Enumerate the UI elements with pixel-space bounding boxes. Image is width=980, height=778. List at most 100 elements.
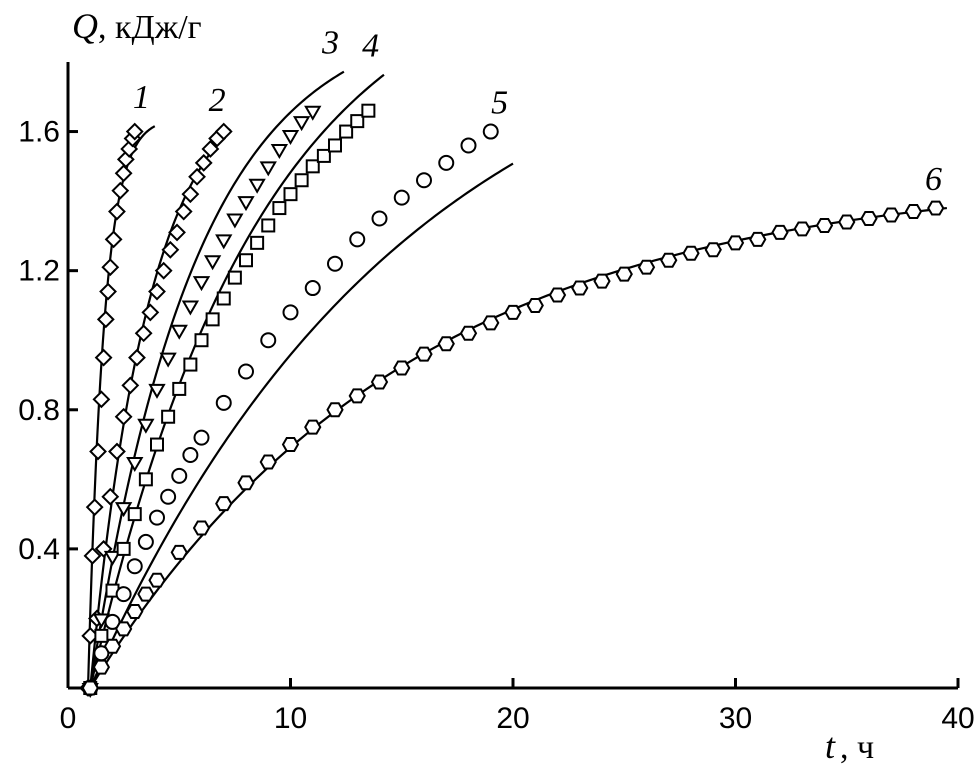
- data-point-hexagon: [726, 235, 745, 251]
- y-tick-label: 0.4: [18, 533, 60, 566]
- data-point-circle: [215, 394, 232, 411]
- series-label-4: 4: [362, 28, 379, 65]
- data-point-triangle-down: [192, 276, 211, 292]
- data-point-circle: [137, 533, 154, 550]
- data-point-diamond: [114, 164, 133, 183]
- data-point-triangle-down: [126, 456, 144, 472]
- series-label-3: 3: [321, 25, 339, 62]
- data-point-diamond: [92, 390, 111, 409]
- data-point-square: [172, 381, 187, 396]
- data-point-diamond: [128, 348, 146, 367]
- y-axis-unit: , кДж/г: [98, 9, 202, 46]
- series-label-1: 1: [133, 79, 150, 116]
- data-point-hexagon: [192, 520, 211, 536]
- data-point-triangle-down: [292, 116, 311, 132]
- data-point-diamond: [83, 546, 102, 565]
- data-point-hexagon: [660, 252, 678, 268]
- data-point-hexagon: [838, 214, 856, 230]
- data-point-diamond: [174, 202, 193, 221]
- data-point-circle: [171, 467, 188, 484]
- data-point-diamond: [101, 258, 120, 277]
- data-point-circle: [393, 189, 410, 206]
- data-point-triangle-down: [181, 300, 200, 316]
- data-point-square: [350, 114, 365, 129]
- data-point-circle: [160, 488, 177, 505]
- data-point-hexagon: [860, 211, 878, 226]
- data-point-hexagon: [571, 280, 589, 296]
- data-point-triangle-down: [114, 502, 133, 518]
- data-point-square: [239, 253, 253, 268]
- data-point-hexagon: [348, 388, 366, 404]
- data-point-hexagon: [393, 360, 411, 376]
- data-point-square: [127, 507, 142, 522]
- data-point-square: [294, 173, 309, 188]
- x-tick-label: 20: [496, 702, 529, 735]
- data-point-diamond: [108, 202, 126, 221]
- data-point-hexagon: [370, 374, 389, 390]
- data-point-circle: [482, 123, 499, 140]
- data-point-hexagon: [459, 325, 478, 341]
- ticks: 0 10 20 30 40 0.4 0.8 1.2 1.6: [18, 116, 974, 735]
- data-point-diamond: [99, 282, 117, 301]
- data-point-diamond: [134, 324, 153, 343]
- data-point-hexagon: [593, 273, 611, 289]
- y-tick-label: 1.6: [18, 116, 60, 149]
- data-point-diamond: [89, 442, 107, 461]
- data-point-square: [316, 148, 331, 163]
- series-label-5: 5: [491, 85, 508, 122]
- fit-curves: [86, 70, 948, 689]
- data-point-circle: [115, 586, 132, 603]
- data-point-circle: [149, 509, 165, 526]
- x-tick-label: 10: [274, 702, 307, 735]
- data-point-diamond: [94, 348, 113, 367]
- data-point-diamond: [121, 376, 140, 395]
- data-point-diamond: [194, 153, 213, 172]
- data-point-circle: [460, 137, 477, 154]
- data-point-diamond: [141, 303, 160, 322]
- data-point-circle: [327, 255, 343, 272]
- data-point-circle: [126, 558, 143, 575]
- data-point-circle: [260, 332, 277, 349]
- data-point-diamond: [181, 185, 200, 204]
- data-point-triangle-down: [248, 178, 266, 194]
- data-point-square: [283, 187, 298, 202]
- data-point-diamond: [85, 498, 104, 517]
- data-point-diamond: [114, 407, 133, 426]
- data-point-square: [361, 103, 376, 118]
- data-point-hexagon: [281, 437, 300, 453]
- x-axis-unit: , ч: [840, 729, 874, 766]
- data-point-triangle-down: [281, 130, 300, 146]
- y-axis-title: Q , кДж/г: [72, 6, 202, 46]
- data-point-circle: [349, 231, 366, 248]
- data-point-diamond: [161, 240, 180, 259]
- data-point-square: [161, 409, 176, 424]
- data-point-diamond: [111, 181, 130, 200]
- data-point-square: [138, 472, 153, 487]
- axes: [66, 62, 958, 690]
- data-point-hexagon: [793, 221, 811, 237]
- data-point-hexagon: [103, 638, 122, 654]
- x-axis-symbol: t: [825, 726, 836, 766]
- data-point-triangle-down: [203, 255, 222, 271]
- fit-curve-6: [89, 206, 948, 689]
- x-tick-label: 40: [941, 702, 974, 735]
- data-point-circle: [193, 429, 210, 446]
- fit-curve-5: [89, 162, 514, 689]
- data-point-hexagon: [148, 572, 166, 588]
- x-tick-label: 0: [60, 702, 77, 735]
- data-point-circle: [438, 154, 455, 171]
- data-point-hexagon: [904, 204, 923, 220]
- data-point-hexagon: [927, 200, 945, 216]
- data-point-diamond: [108, 442, 126, 461]
- data-point-diamond: [116, 150, 135, 169]
- y-tick-label: 0.8: [18, 394, 60, 427]
- data-point-square: [250, 235, 265, 250]
- data-point-diamond: [125, 122, 144, 141]
- data-point-square: [194, 333, 209, 348]
- data-point-square: [227, 270, 242, 285]
- data-point-circle: [238, 363, 254, 380]
- data-point-triangle-down: [259, 161, 277, 177]
- data-point-hexagon: [637, 259, 656, 275]
- data-point-triangle-down: [159, 352, 177, 368]
- fit-curve-4: [89, 73, 385, 689]
